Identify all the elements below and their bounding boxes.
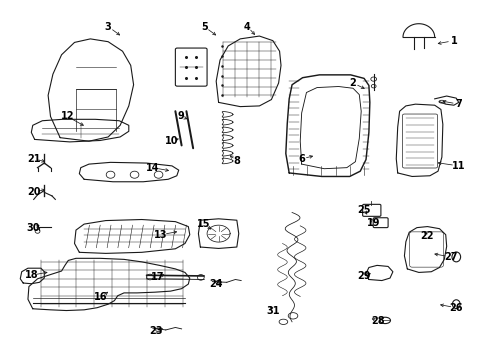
Text: 3: 3 <box>105 22 112 32</box>
Text: 6: 6 <box>298 154 305 164</box>
Text: 1: 1 <box>450 36 457 46</box>
Text: 17: 17 <box>151 272 164 282</box>
Text: 19: 19 <box>367 218 380 228</box>
Text: 22: 22 <box>421 231 434 242</box>
Text: 12: 12 <box>61 112 74 121</box>
Text: 28: 28 <box>372 316 385 326</box>
Text: 25: 25 <box>357 205 371 215</box>
Text: 27: 27 <box>444 252 457 262</box>
Text: 8: 8 <box>233 156 240 166</box>
Text: 26: 26 <box>449 303 463 313</box>
Text: 11: 11 <box>452 161 466 171</box>
Text: 30: 30 <box>26 222 40 233</box>
Text: 14: 14 <box>146 163 160 173</box>
Text: 5: 5 <box>201 22 208 32</box>
Text: 7: 7 <box>455 99 462 109</box>
Text: 9: 9 <box>177 112 184 121</box>
Text: 24: 24 <box>209 279 223 289</box>
Text: 23: 23 <box>149 326 163 336</box>
Text: 20: 20 <box>27 187 41 197</box>
Text: 2: 2 <box>350 78 356 88</box>
Text: 31: 31 <box>266 306 280 315</box>
Text: 13: 13 <box>154 230 168 240</box>
Text: 29: 29 <box>357 271 371 281</box>
Text: 21: 21 <box>27 154 41 164</box>
Text: 10: 10 <box>165 136 179 146</box>
Text: 15: 15 <box>197 219 211 229</box>
Text: 4: 4 <box>244 22 251 32</box>
Text: 18: 18 <box>24 270 38 280</box>
Text: 16: 16 <box>94 292 108 302</box>
